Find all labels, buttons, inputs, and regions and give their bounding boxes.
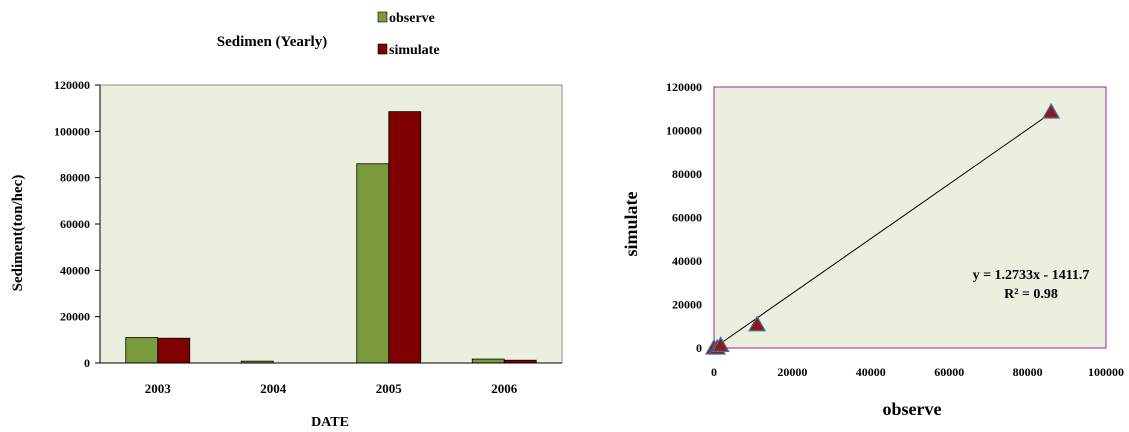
- trendline-equation: y = 1.2733x - 1411.7: [973, 268, 1090, 283]
- bar-x-tick-label: 2005: [376, 381, 403, 396]
- scatter-y-tick-label: 100000: [666, 124, 702, 138]
- scatter-x-tick-label: 0: [711, 365, 717, 379]
- bar-observe-2003: [125, 337, 159, 364]
- scatter-point: [1042, 102, 1061, 119]
- scatter-y-tick-label: 20000: [672, 298, 702, 312]
- scatter-x-tick-label: 60000: [934, 365, 964, 379]
- r-squared-label: R² = 0.98: [1004, 287, 1058, 302]
- bar-y-tick-label: 100000: [54, 124, 90, 138]
- trendline: [713, 112, 1052, 349]
- bar-x-tick-label: 2006: [491, 381, 518, 396]
- scatter-y-tick-label: 60000: [672, 211, 702, 225]
- scatter-y-tick-label: 80000: [672, 167, 702, 181]
- bar-x-axis-label: DATE: [311, 415, 349, 430]
- bar-x-tick-label: 2003: [145, 381, 172, 396]
- scatter-y-tick-label: 40000: [672, 254, 702, 268]
- scatter-x-axis-label: observe: [883, 399, 942, 419]
- scatter-x-tick-label: 80000: [1013, 365, 1043, 379]
- bar-legend: observe simulate: [377, 11, 440, 58]
- bar-plot-area: 2003 2004 2005 2006 0 20000 40000 60000 80000 100…: [54, 78, 563, 396]
- scatter-point: [711, 336, 730, 352]
- bar-chart-title: Sedimen (Yearly): [217, 34, 327, 50]
- bar-y-axis-label: Sediment(ton/hec): [10, 175, 26, 292]
- bar-x-tick-label: 2004: [260, 381, 287, 396]
- legend-label-simulate: simulate: [389, 43, 440, 58]
- scatter-y-tick-label: 120000: [666, 80, 702, 94]
- scatter-x-tick-label: 100000: [1088, 365, 1124, 379]
- scatter-plot-background: [713, 86, 1107, 349]
- bar-y-tick-label: 80000: [60, 171, 90, 185]
- legend-swatch-observe: [377, 11, 388, 23]
- bar-plot-background: [99, 84, 563, 364]
- scatter-x-tick-label: 40000: [856, 365, 886, 379]
- scatter-plot-area: 0 20000 40000 60000 80000 100000 0 20000 40000 60…: [666, 80, 1124, 379]
- bar-y-tick-label: 20000: [60, 310, 90, 324]
- bar-y-tick-label: 60000: [60, 217, 90, 231]
- legend-swatch-simulate: [377, 43, 388, 55]
- scatter-y-tick-label: 0: [696, 341, 702, 355]
- scatter-y-axis-label: simulate: [621, 191, 641, 256]
- bar-y-tick-label: 0: [84, 356, 90, 370]
- scatter-point: [748, 315, 767, 332]
- legend-label-observe: observe: [389, 11, 435, 26]
- bar-simulate-2005: [388, 111, 422, 364]
- bar-y-tick-label: 120000: [54, 78, 90, 92]
- scatter-x-tick-label: 20000: [777, 365, 807, 379]
- bar-y-tick-label: 40000: [60, 263, 90, 277]
- bar-observe-2005: [356, 163, 390, 364]
